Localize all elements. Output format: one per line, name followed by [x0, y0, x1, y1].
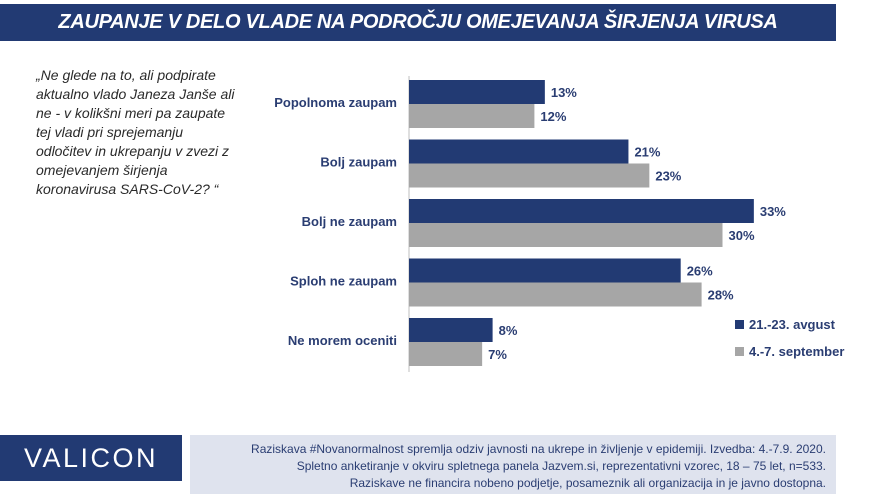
bar: [409, 223, 723, 247]
footer-line: Spletno anketiranje v okviru spletnega p…: [296, 459, 826, 473]
bar: [409, 282, 702, 307]
legend-label: 21.-23. avgust: [749, 317, 836, 332]
data-label: 23%: [655, 169, 681, 184]
footer-line: Raziskava #Novanormalnost spremlja odziv…: [251, 442, 826, 456]
bar: [409, 104, 535, 128]
bar-chart: Popolnoma zaupam 13% 12% Bolj zaupam 21% 23% B…: [274, 76, 844, 372]
bar: [409, 258, 681, 283]
category-label: Bolj zaupam: [320, 155, 397, 170]
category-label: Bolj ne zaupam: [302, 214, 397, 229]
bar: [409, 199, 754, 223]
footer-line: Raziskave ne financira nobeno podjetje, …: [349, 476, 826, 490]
category-label: Ne morem oceniti: [288, 333, 397, 348]
chart-title: ZAUPANJE V DELO VLADE NA PODROČJU OMEJEV…: [58, 11, 778, 33]
data-label: 28%: [708, 288, 734, 303]
data-label: 13%: [551, 85, 577, 100]
bar: [409, 163, 650, 188]
data-label: 30%: [729, 228, 755, 243]
bar: [409, 139, 629, 164]
data-label: 33%: [760, 204, 786, 219]
title-bar: ZAUPANJE V DELO VLADE NA PODROČJU OMEJEV…: [0, 4, 836, 41]
survey-question: „Ne glede na to, ali podpirate aktualno …: [36, 67, 235, 197]
bar: [409, 342, 483, 366]
legend-swatch: [735, 320, 744, 329]
footer-note: Raziskava #Novanormalnost spremlja odziv…: [190, 435, 836, 494]
logo-text: VALICON: [23, 443, 159, 473]
legend-swatch: [735, 347, 744, 356]
data-label: 21%: [634, 145, 660, 160]
bar: [409, 318, 493, 342]
legend-label: 4.-7. september: [749, 344, 844, 359]
category-label: Popolnoma zaupam: [274, 95, 397, 110]
data-label: 7%: [488, 347, 507, 362]
category-label: Sploh ne zaupam: [290, 274, 397, 289]
data-label: 8%: [499, 323, 518, 338]
data-label: 12%: [540, 109, 566, 124]
data-label: 26%: [687, 264, 713, 279]
valicon-logo: VALICON: [0, 435, 182, 481]
bar: [409, 80, 545, 104]
